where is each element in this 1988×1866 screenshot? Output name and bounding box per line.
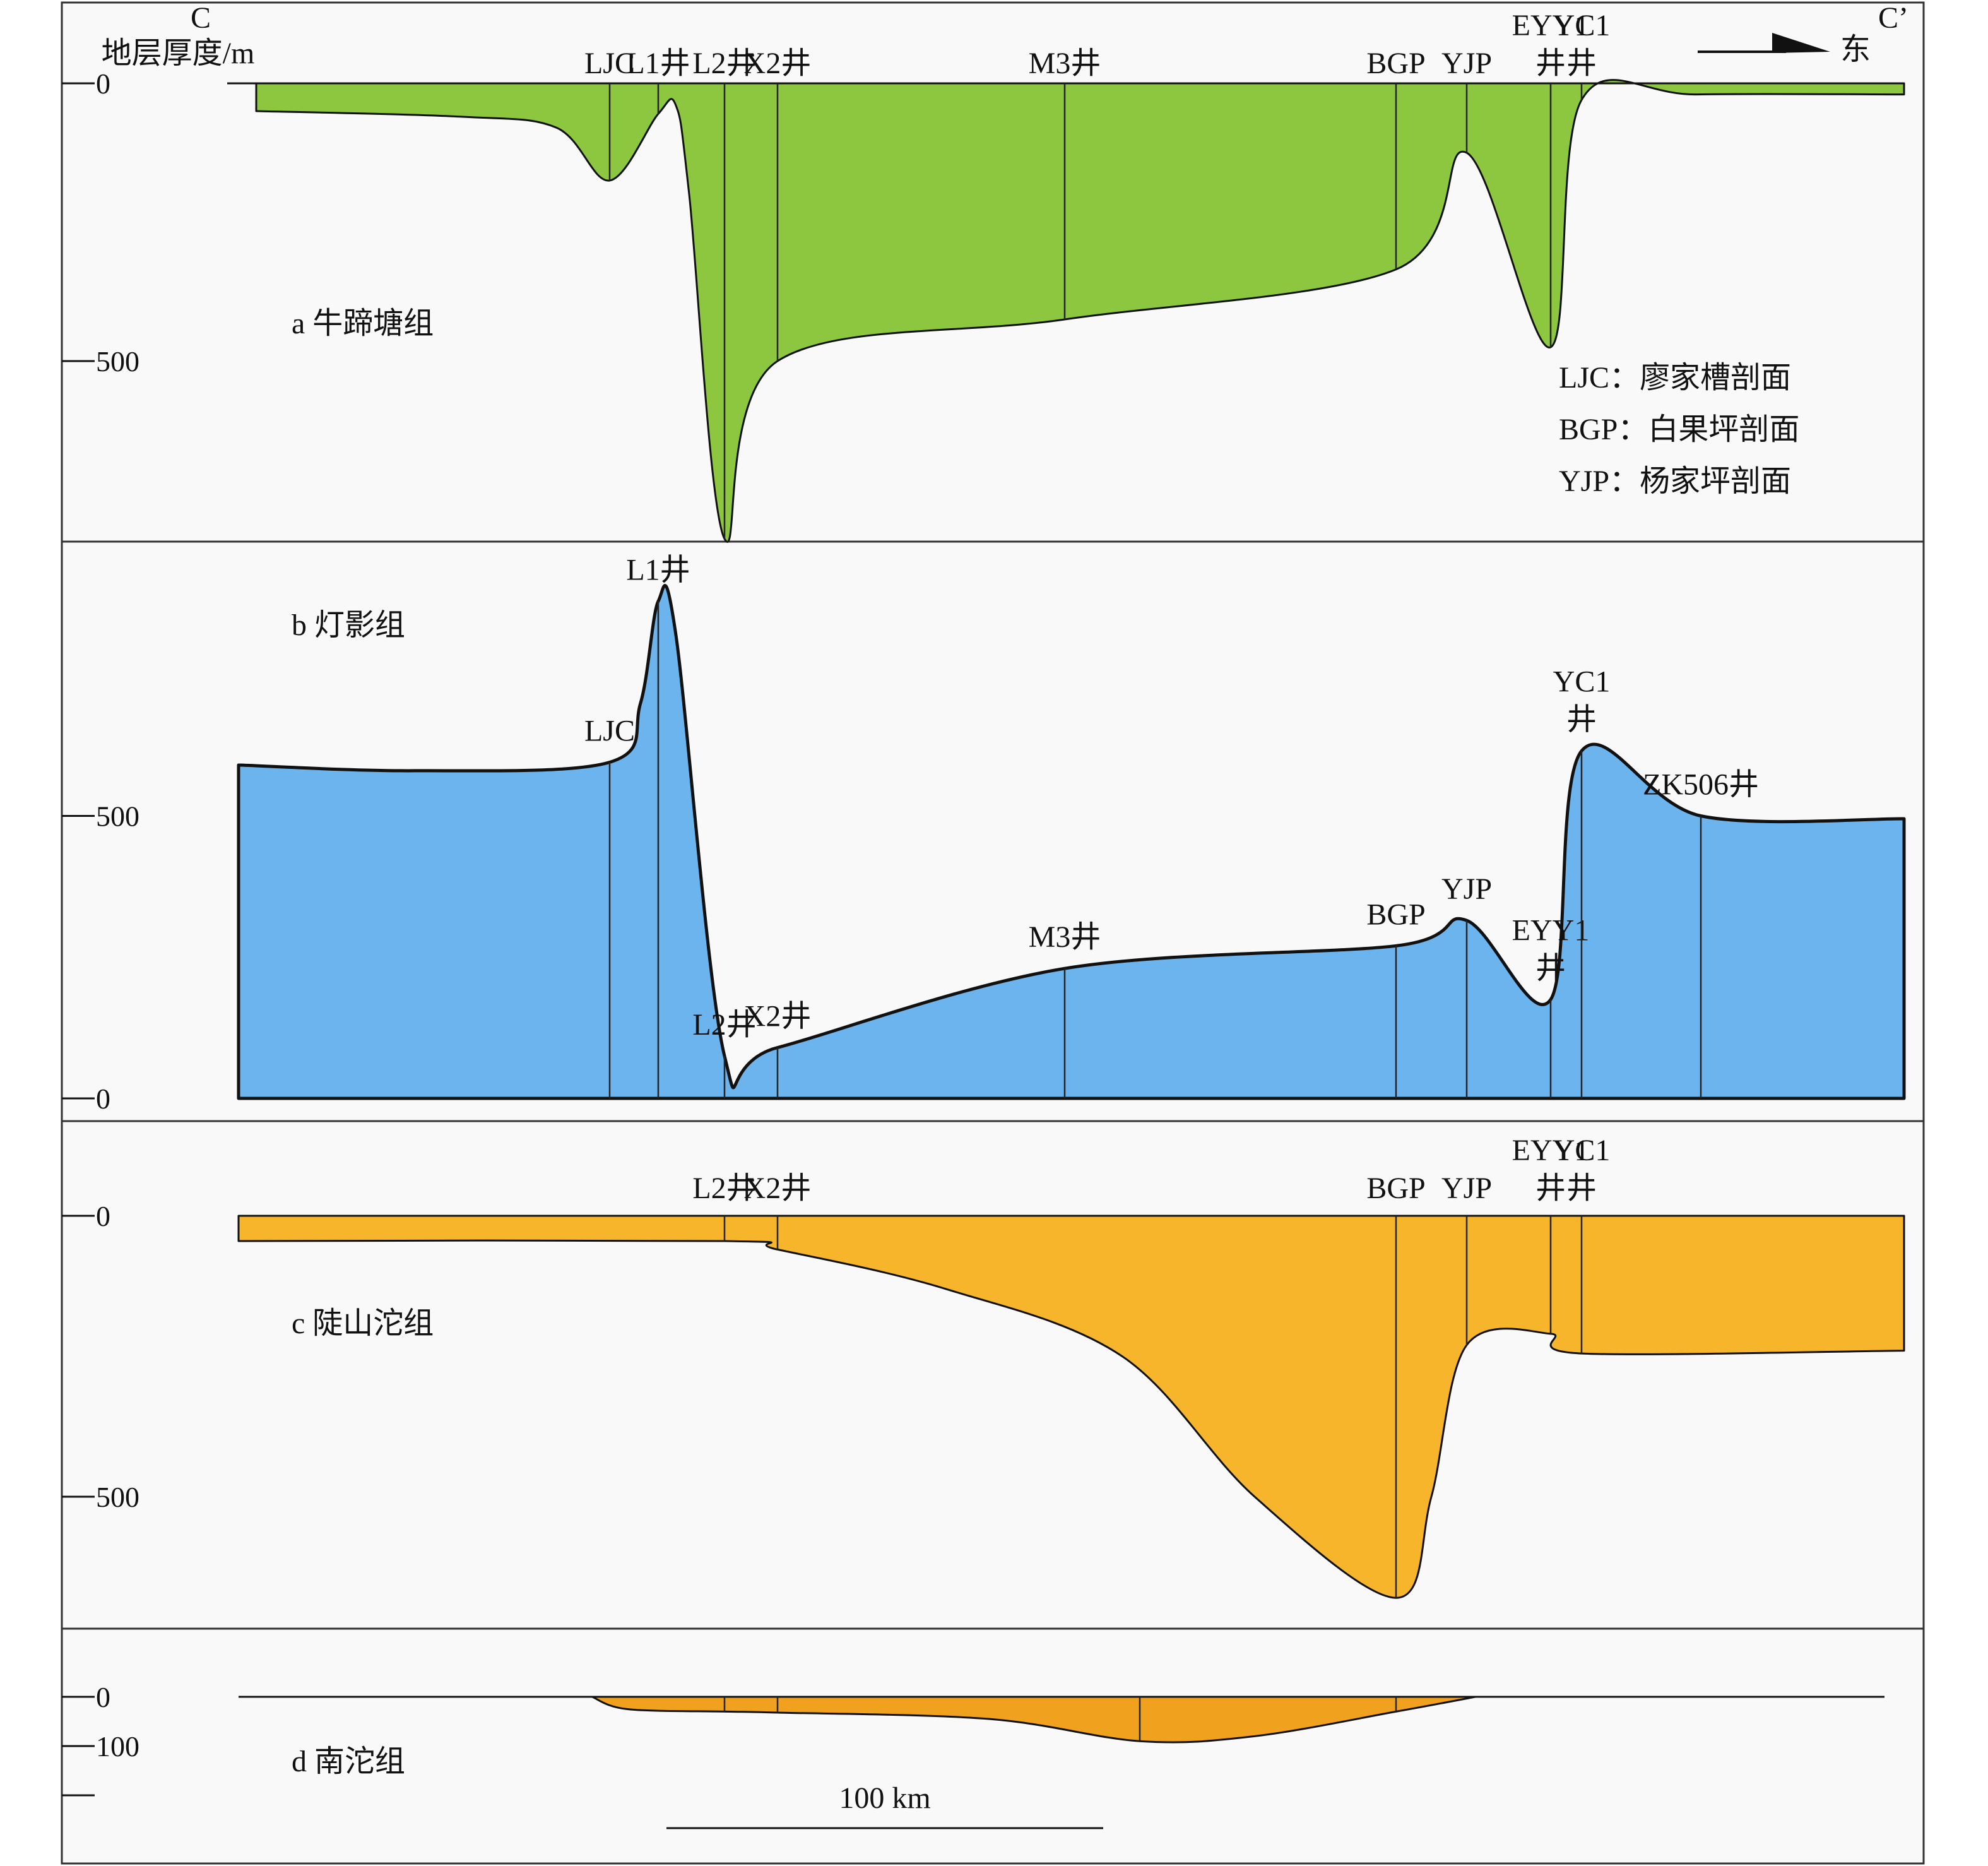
well-label: YJP <box>1441 47 1492 80</box>
panel-title-c: c 陡山沱组 <box>292 1307 434 1340</box>
tick-label: 0 <box>96 1681 110 1713</box>
well-label: L1井 <box>626 553 690 586</box>
direction-label: 东 <box>1840 33 1871 66</box>
tick-label: 100 <box>96 1730 139 1762</box>
legend-item-yjp: YJP：杨家坪剖面 <box>1559 465 1791 498</box>
well-label: L1井 <box>626 47 690 80</box>
well-label: BGP <box>1366 898 1425 931</box>
well-label-suffix: 井 <box>1566 47 1597 80</box>
well-label: L2井 <box>692 47 756 80</box>
legend-item-ljc: LJC：廖家槽剖面 <box>1559 361 1791 395</box>
well-label: YC1 <box>1553 665 1611 699</box>
tick-label: 500 <box>96 345 139 377</box>
well-label: M3井 <box>1029 47 1101 80</box>
well-label: BGP <box>1366 1172 1425 1205</box>
tick-label: 0 <box>96 68 110 100</box>
well-label: M3井 <box>1029 920 1101 954</box>
scale-bar: 100 km <box>666 1781 1103 1829</box>
thickness-area <box>591 1696 1477 1744</box>
tick-label: 0 <box>96 1083 110 1115</box>
well-label-suffix: 井 <box>1535 47 1566 80</box>
panel-title-d: d 南沱组 <box>292 1745 405 1778</box>
section-end-label: C’ <box>1878 1 1908 35</box>
well-label: X2井 <box>744 1172 812 1205</box>
section-start-label: C <box>191 1 211 35</box>
well-label: LJC <box>584 47 635 80</box>
thickness-area <box>237 584 1906 1100</box>
tick-label: 0 <box>96 1200 110 1232</box>
well-label-suffix: 井 <box>1566 1172 1597 1205</box>
tick-label: 500 <box>96 800 139 833</box>
well-label: L2井 <box>692 1172 756 1205</box>
well-label-suffix: 井 <box>1535 951 1566 985</box>
scale-bar-label: 100 km <box>839 1781 930 1815</box>
well-label: YC1 <box>1553 9 1611 42</box>
well-label: EYY1 <box>1512 1134 1590 1167</box>
well-label: X2井 <box>744 999 812 1033</box>
well-label: BGP <box>1366 47 1425 80</box>
axis-title: 地层厚度/m <box>102 37 255 70</box>
well-label: L2井 <box>692 1008 756 1042</box>
well-label-suffix: 井 <box>1566 703 1597 737</box>
thickness-area <box>255 79 1905 543</box>
tick-label: 500 <box>96 1481 139 1513</box>
thickness-area <box>237 1215 1905 1599</box>
panel-title-b: b 灯影组 <box>292 609 405 642</box>
well-label: EYY1 <box>1512 913 1590 947</box>
well-label-suffix: 井 <box>1535 1172 1566 1205</box>
panel-d: 0 100 <box>62 1681 1884 1797</box>
well-label: ZK506井 <box>1643 768 1759 802</box>
well-label: EYY1 <box>1512 9 1590 42</box>
legend: LJC：廖家槽剖面 BGP：白果坪剖面 YJP：杨家坪剖面 <box>1559 361 1799 498</box>
well-label: YJP <box>1441 1172 1492 1205</box>
legend-item-bgp: BGP：白果坪剖面 <box>1559 413 1799 446</box>
east-arrow-icon <box>1698 33 1830 53</box>
panel-title-a: a 牛蹄塘组 <box>292 307 434 340</box>
well-label: LJC <box>584 714 635 747</box>
well-label: YJP <box>1441 872 1492 906</box>
well-label: X2井 <box>744 47 812 80</box>
well-label: YC1 <box>1553 1134 1611 1167</box>
